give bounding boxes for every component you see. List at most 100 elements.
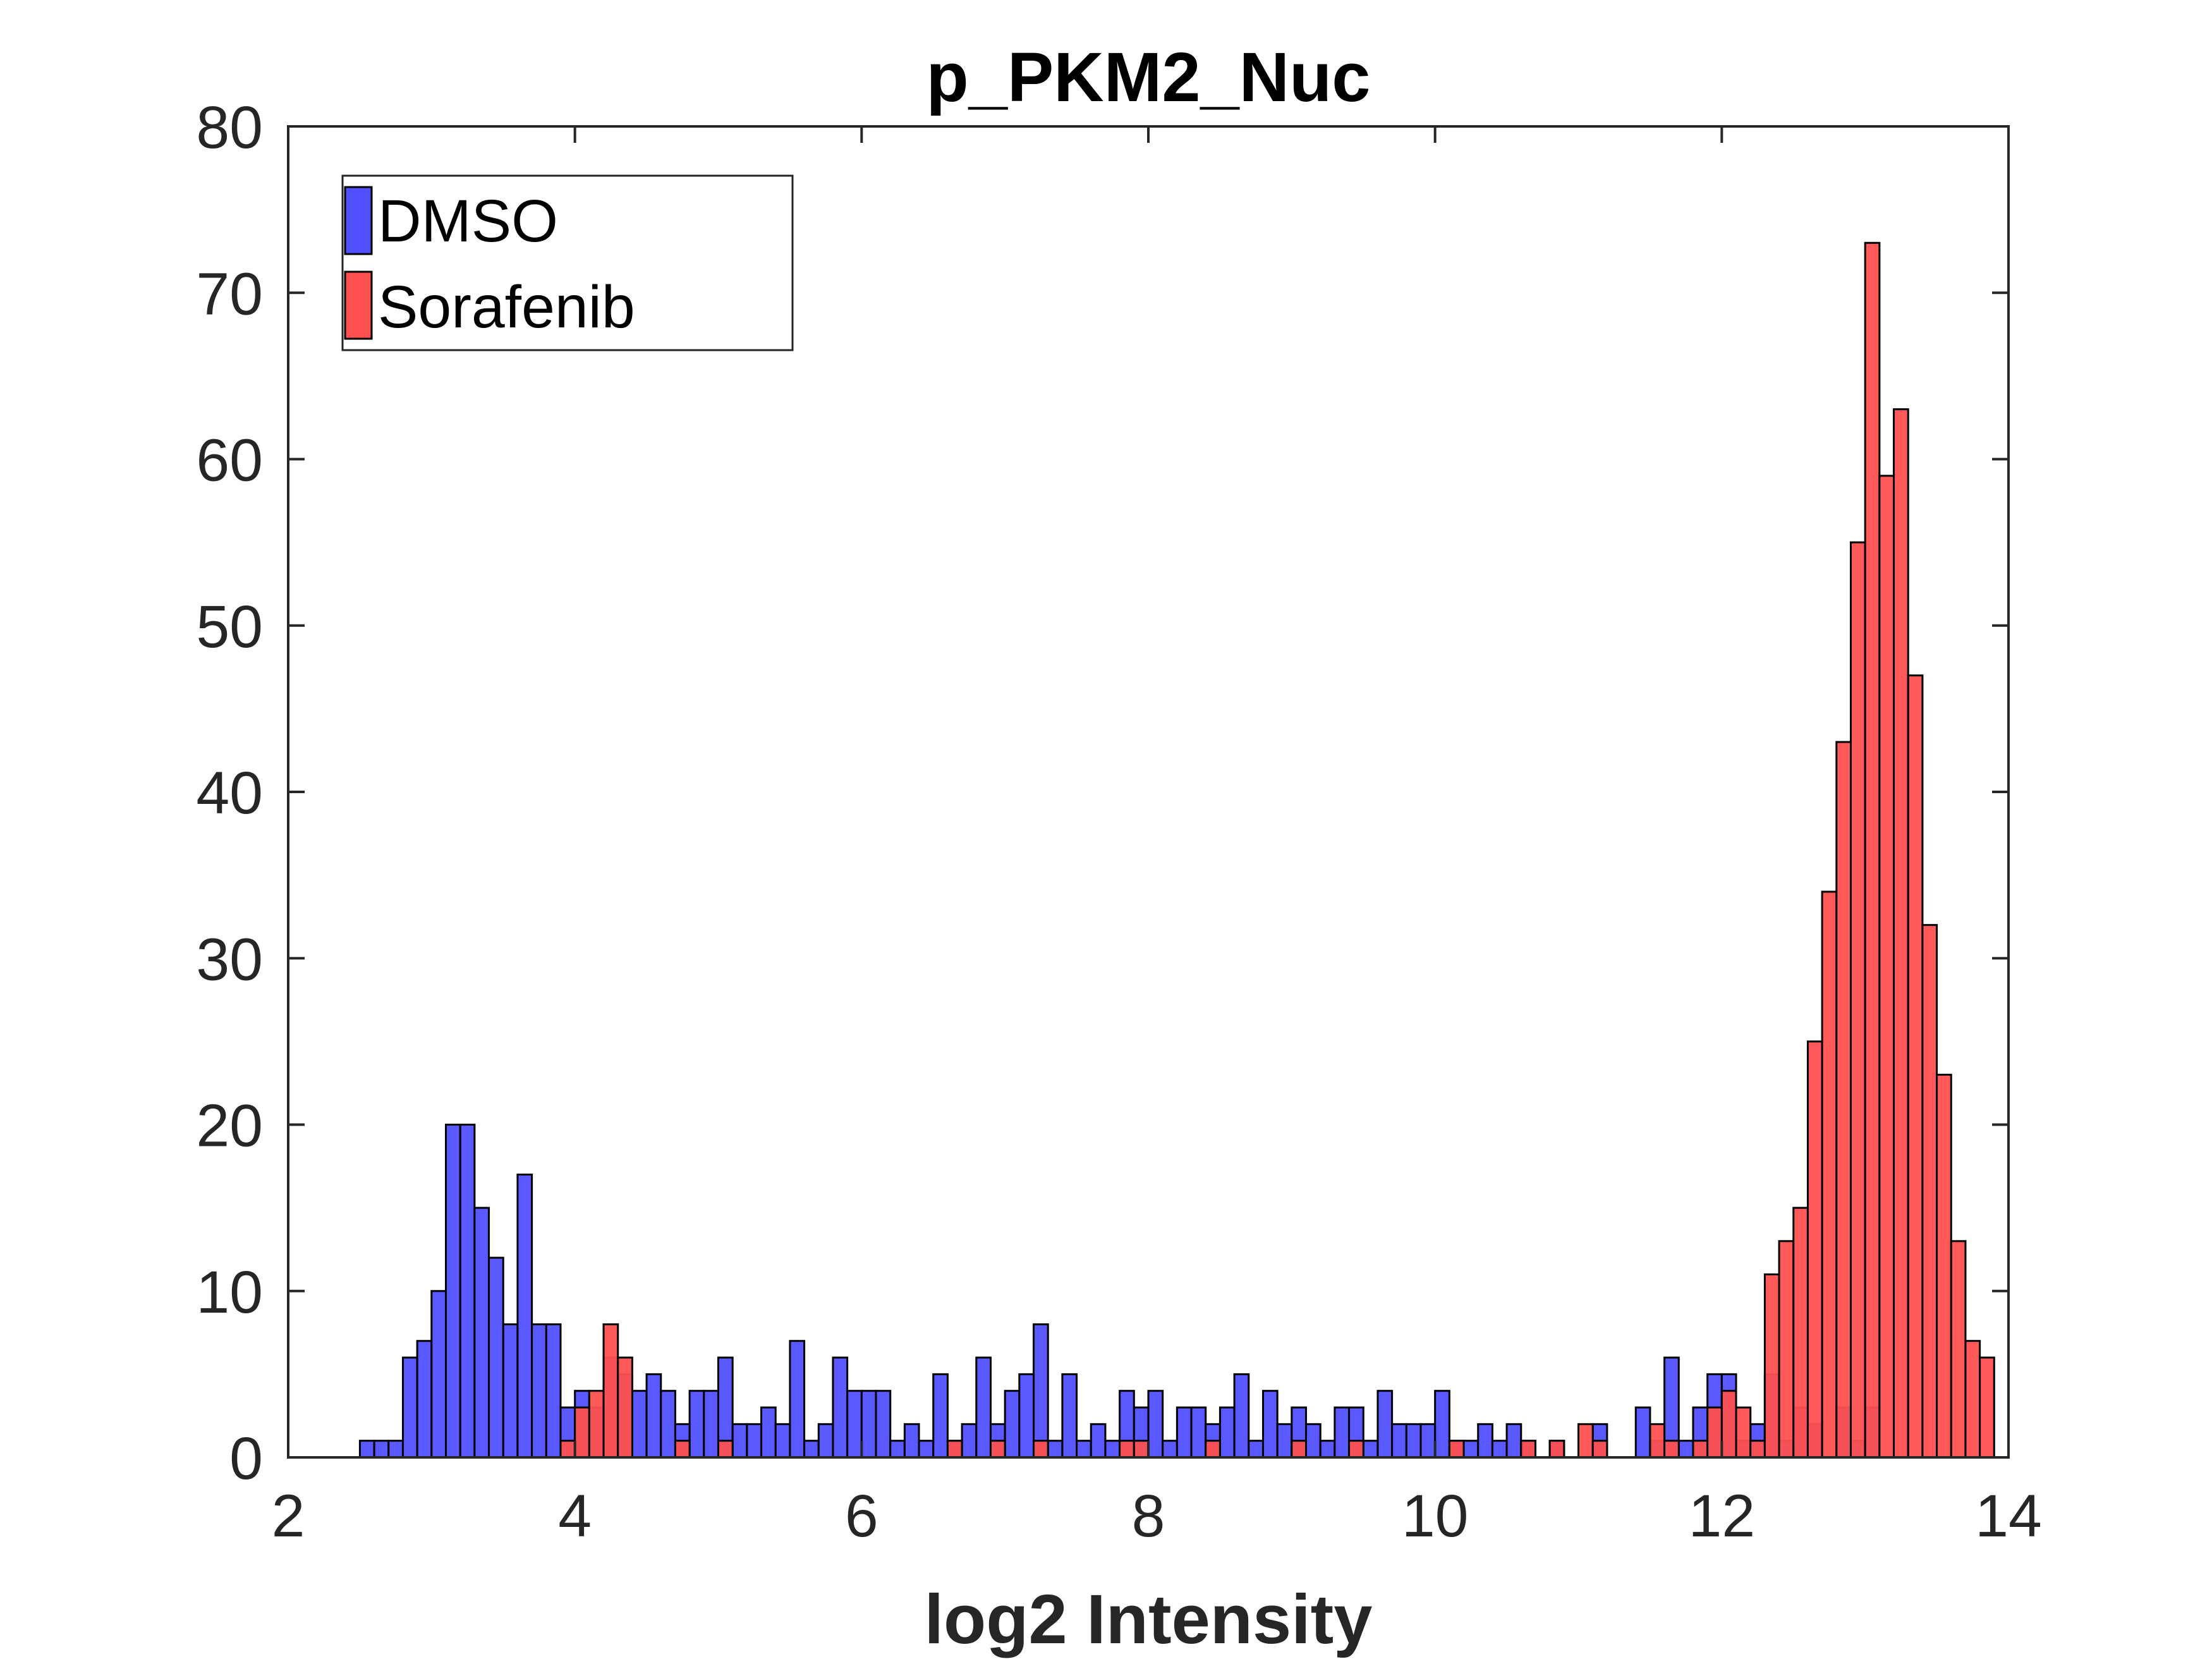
bar-dmso — [846, 1390, 863, 1459]
bar-sorafenib — [1864, 241, 1881, 1459]
bar-dmso — [1147, 1390, 1164, 1459]
bar-dmso — [1033, 1323, 1049, 1459]
bar-dmso — [1090, 1423, 1107, 1459]
bar-dmso — [1419, 1423, 1437, 1459]
bar-dmso — [1477, 1423, 1493, 1459]
bar-dmso — [1104, 1440, 1121, 1459]
bar-dmso — [1261, 1390, 1279, 1459]
x-tick-label: 10 — [1402, 1483, 1469, 1550]
legend-box — [341, 174, 794, 351]
bar-sorafenib — [588, 1390, 605, 1459]
bar-sorafenib — [1936, 1074, 1952, 1459]
bar-dmso — [1190, 1406, 1207, 1459]
bar-dmso — [660, 1390, 676, 1459]
chart-title: p_PKM2_Nuc — [927, 39, 1371, 116]
bar-sorafenib — [1348, 1440, 1364, 1459]
y-tick-label: 20 — [196, 1093, 263, 1160]
bar-dmso — [1319, 1440, 1336, 1459]
bar-sorafenib — [1835, 741, 1852, 1459]
bar-sorafenib — [617, 1356, 633, 1459]
bar-dmso — [1305, 1423, 1322, 1459]
y-tick-label: 0 — [229, 1425, 263, 1492]
bar-sorafenib — [1821, 890, 1838, 1459]
bar-sorafenib — [1692, 1440, 1709, 1459]
y-tick-label: 60 — [196, 427, 263, 494]
bar-sorafenib — [1749, 1440, 1766, 1459]
bar-sorafenib — [1448, 1440, 1465, 1459]
bar-sorafenib — [1720, 1390, 1737, 1459]
legend-swatch-dmso — [344, 186, 373, 255]
bar-dmso — [1434, 1390, 1450, 1459]
bar-dmso — [803, 1440, 820, 1459]
bar-dmso — [516, 1173, 533, 1459]
bar-dmso — [531, 1323, 547, 1459]
bar-dmso — [631, 1390, 648, 1459]
x-tick-label: 4 — [558, 1483, 592, 1550]
bar-sorafenib — [602, 1323, 619, 1459]
bar-dmso — [401, 1356, 418, 1459]
bar-dmso — [1391, 1423, 1407, 1459]
x-axis-label: log2 Intensity — [925, 1581, 1373, 1658]
bar-sorafenib — [1119, 1440, 1135, 1459]
bar-dmso — [703, 1390, 719, 1459]
y-tick-label: 80 — [196, 94, 263, 161]
bar-dmso — [1462, 1440, 1480, 1459]
bar-sorafenib — [1663, 1440, 1680, 1459]
legend: DMSO Sorafenib — [341, 174, 794, 351]
bar-dmso — [645, 1373, 662, 1459]
bar-sorafenib — [1893, 408, 1909, 1459]
bar-dmso — [1276, 1423, 1293, 1459]
bar-dmso — [1491, 1440, 1508, 1459]
bar-dmso — [445, 1124, 461, 1459]
bar-dmso — [1061, 1373, 1078, 1459]
bar-dmso — [817, 1423, 834, 1459]
bar-sorafenib — [1778, 1240, 1795, 1459]
bar-sorafenib — [1979, 1356, 1995, 1459]
bar-dmso — [875, 1390, 892, 1459]
bar-dmso — [488, 1256, 504, 1459]
bar-dmso — [373, 1440, 390, 1459]
y-tick-label: 70 — [196, 260, 263, 327]
bar-dmso — [889, 1440, 906, 1459]
bar-dmso — [1362, 1440, 1379, 1459]
bar-sorafenib — [1205, 1440, 1221, 1459]
bar-dmso — [1004, 1390, 1021, 1459]
bar-sorafenib — [1907, 674, 1924, 1459]
bar-sorafenib — [1878, 475, 1895, 1459]
bar-dmso — [1505, 1423, 1522, 1459]
legend-label-dmso: DMSO — [378, 188, 558, 255]
bar-dmso — [746, 1423, 763, 1459]
bar-sorafenib — [1577, 1423, 1594, 1459]
bar-sorafenib — [1950, 1240, 1967, 1459]
bar-sorafenib — [1033, 1440, 1049, 1459]
bar-sorafenib — [559, 1440, 576, 1459]
y-tick-label: 50 — [196, 593, 263, 660]
bar-sorafenib — [1520, 1440, 1536, 1459]
bar-dmso — [918, 1440, 935, 1459]
bar-dmso — [1162, 1440, 1178, 1459]
x-tick-label: 12 — [1688, 1483, 1755, 1550]
bar-sorafenib — [717, 1440, 734, 1459]
x-axis: 2 4 6 8 10 12 14 — [272, 126, 2042, 1550]
bar-sorafenib — [1964, 1340, 1981, 1459]
bar-dmso — [1634, 1406, 1651, 1459]
x-tick-label: 8 — [1132, 1483, 1165, 1550]
bar-sorafenib — [946, 1440, 963, 1459]
y-tick-label: 30 — [196, 926, 263, 993]
bar-dmso — [688, 1390, 705, 1459]
bar-dmso — [1248, 1440, 1264, 1459]
x-tick-label: 14 — [1975, 1483, 2042, 1550]
bar-dmso — [502, 1323, 519, 1459]
bar-dmso — [932, 1373, 949, 1459]
bar-dmso — [731, 1423, 748, 1459]
bar-sorafenib — [1763, 1273, 1780, 1459]
bar-sorafenib — [1291, 1440, 1308, 1459]
x-tick-label: 2 — [272, 1483, 305, 1550]
bar-dmso — [387, 1440, 404, 1459]
bar-dmso — [1677, 1440, 1694, 1459]
bar-sorafenib — [1849, 541, 1866, 1459]
legend-label-sorafenib: Sorafenib — [378, 274, 635, 341]
bar-sorafenib — [989, 1440, 1006, 1459]
bar-dmso — [459, 1124, 476, 1459]
